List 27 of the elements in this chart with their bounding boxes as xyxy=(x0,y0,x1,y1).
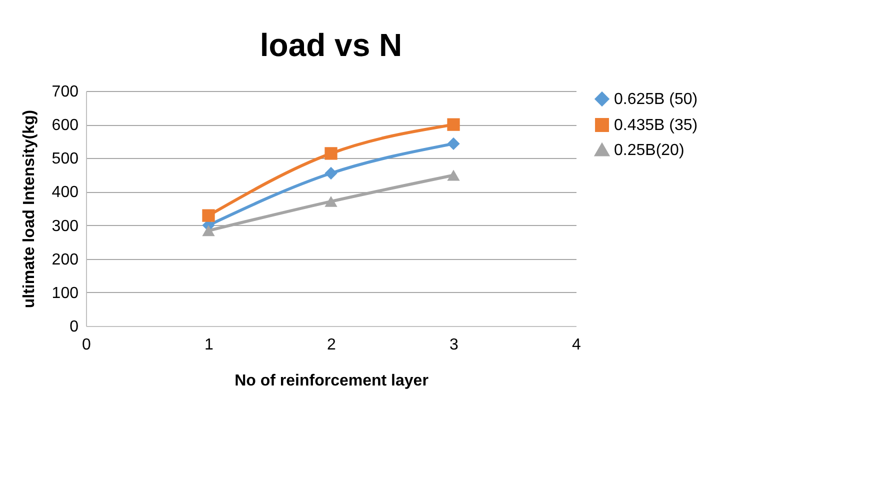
y-axis-title: ultimate load Intensity(kg) xyxy=(20,110,38,308)
y-tick-label: 600 xyxy=(52,117,79,134)
x-tick-label: 1 xyxy=(204,336,214,354)
x-axis-title: No of reinforcement layer xyxy=(234,372,428,390)
y-tick-label: 200 xyxy=(52,251,79,268)
x-tick-label: 0 xyxy=(82,336,92,354)
point xyxy=(324,196,338,207)
point xyxy=(447,118,460,131)
legend-label: 0.435B (35) xyxy=(614,117,698,134)
legend-label: 0.25B(20) xyxy=(614,142,684,159)
point xyxy=(324,166,338,180)
chart-title: load vs N xyxy=(260,27,402,63)
y-tick-label: 500 xyxy=(52,150,79,168)
point xyxy=(202,225,215,236)
point xyxy=(447,170,460,181)
point xyxy=(202,209,215,222)
point xyxy=(324,147,338,160)
x-tick-label: 2 xyxy=(327,336,336,354)
y-tick-label: 300 xyxy=(52,218,79,235)
x-tick-label: 3 xyxy=(450,336,459,354)
point xyxy=(447,137,460,150)
y-tick-label: 700 xyxy=(52,84,79,100)
x-tick-label: 4 xyxy=(572,336,582,354)
y-tick-label: 400 xyxy=(52,184,79,202)
legend-label: 0.625B (50) xyxy=(614,91,698,108)
y-tick-label: 100 xyxy=(52,284,79,302)
y-tick-label: 0 xyxy=(70,318,79,336)
